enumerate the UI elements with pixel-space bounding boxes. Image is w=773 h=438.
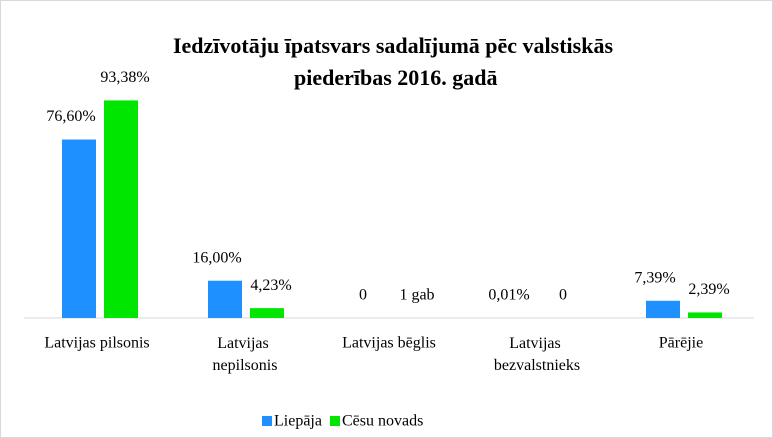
data-label: 2,39% — [688, 281, 729, 298]
bar — [250, 308, 284, 318]
bar — [62, 139, 96, 318]
bar — [646, 300, 680, 318]
x-tick-label: Latvijas bezvalstnieks — [490, 335, 580, 374]
x-tick-label: Pārējie — [659, 335, 703, 352]
data-label: 16,00% — [192, 249, 241, 266]
legend-swatch — [329, 416, 340, 426]
data-label: 0 — [559, 287, 567, 304]
legend-label: Cēsu novads — [342, 413, 423, 430]
data-label: 93,38% — [100, 69, 149, 86]
data-label: 0 — [359, 287, 367, 304]
data-label: 1 gab — [399, 287, 434, 304]
x-tick-label: Latvijas bēglis — [342, 335, 436, 352]
data-label: 7,39% — [634, 269, 675, 286]
data-label: 0,01% — [488, 287, 529, 304]
x-tick-label: Latvijas pilsonis — [44, 335, 149, 352]
bar — [104, 100, 138, 319]
legend-label: Liepāja — [274, 413, 322, 430]
bar — [208, 280, 242, 318]
data-label: 76,60% — [46, 108, 95, 125]
chart-title: Iedzīvotāju īpatsvars sadalījumā pēc val… — [173, 33, 613, 90]
data-label: 4,23% — [250, 277, 291, 294]
x-tick-label: Latvijas nepilsonis — [209, 335, 278, 374]
bar — [688, 312, 722, 318]
legend-swatch — [262, 416, 272, 426]
